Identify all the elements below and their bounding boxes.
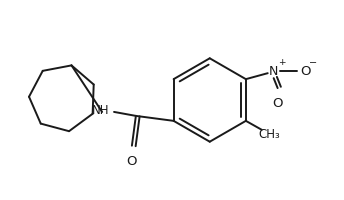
Text: O: O xyxy=(127,155,137,168)
Text: O: O xyxy=(272,97,283,110)
Text: +: + xyxy=(278,58,286,67)
Text: O: O xyxy=(300,65,311,78)
Text: N: N xyxy=(269,65,278,78)
Text: NH: NH xyxy=(92,104,109,117)
Text: −: − xyxy=(309,58,318,68)
Text: CH₃: CH₃ xyxy=(259,128,281,141)
